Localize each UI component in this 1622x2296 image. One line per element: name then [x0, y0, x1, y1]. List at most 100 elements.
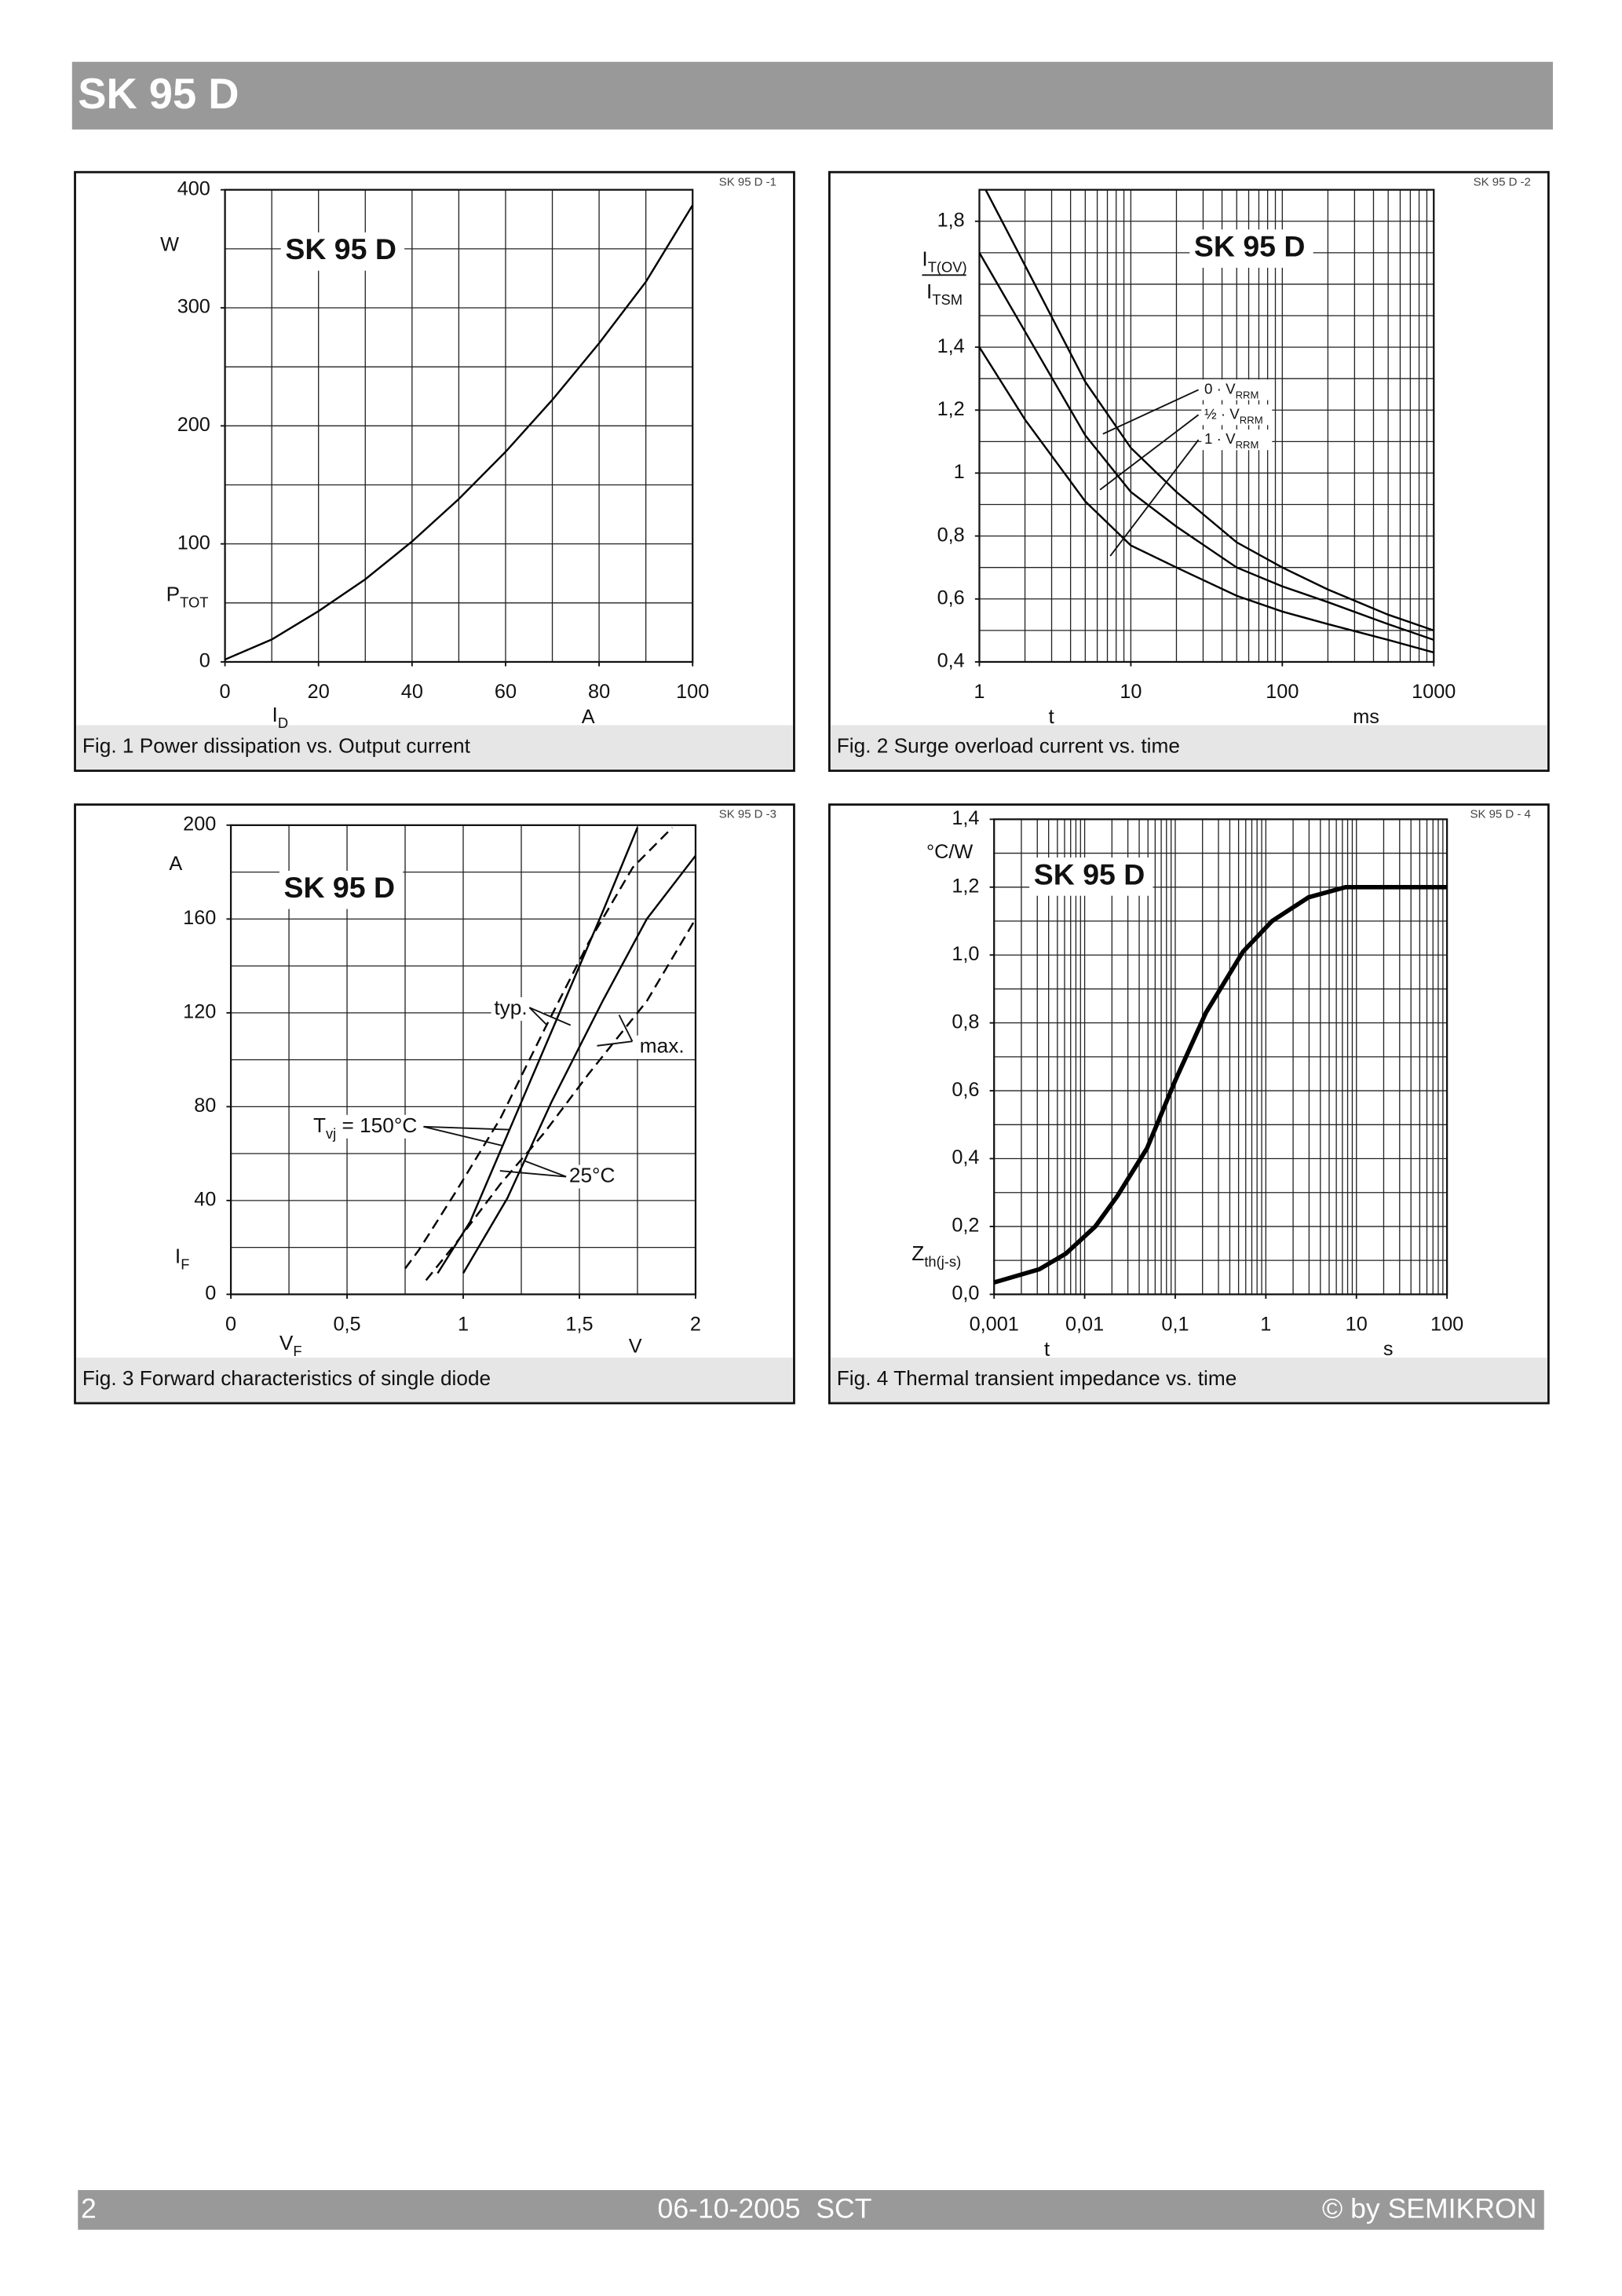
figure-frame [74, 170, 795, 772]
series-line [978, 346, 1434, 654]
legend-entry: ½ · VRRM [1204, 405, 1263, 426]
x-tick-label: 0 [225, 1313, 236, 1335]
annotation-part: typ. [494, 996, 527, 1019]
y-tick-label: 80 [194, 1095, 216, 1117]
x-label-sub: F [293, 1343, 301, 1359]
annotation: Tvj = 150°C [313, 1113, 417, 1142]
caption-band [76, 1357, 793, 1402]
legend-entry: 0 · VRRM [1204, 380, 1259, 400]
x-tick-label: 0,01 [1065, 1313, 1104, 1335]
x-label-part: t [1044, 1336, 1050, 1360]
y-tick-label: 1,2 [952, 875, 979, 897]
x-tick-label: 0,5 [333, 1313, 360, 1335]
legend-entry-part: 1 · V [1204, 430, 1236, 447]
x-label-sub: D [278, 715, 288, 732]
y-tick-label: 1 [954, 461, 965, 483]
caption-band [831, 725, 1547, 770]
legend-entry-sub: RRM [1236, 439, 1259, 451]
annotation-leader [423, 1125, 503, 1147]
legend-entry-sub: RRM [1240, 414, 1263, 426]
annotation-backdrop [566, 1164, 619, 1189]
y-label: IF [175, 1244, 190, 1272]
title-backdrop [280, 232, 405, 271]
x-tick-label: 100 [1266, 681, 1299, 703]
annotation-leader [523, 1160, 567, 1178]
figure-title: SK 95 D [285, 232, 396, 265]
annotation-backdrop [491, 997, 545, 1021]
series-line [978, 252, 1434, 642]
label-backdrop [162, 580, 209, 611]
plot-border [978, 188, 1435, 664]
y-tick-label: 0,2 [952, 1215, 979, 1237]
legend-backdrop [1201, 379, 1273, 400]
y-tick-label: 1,0 [952, 943, 979, 965]
x-unit: ms [1353, 706, 1379, 728]
y-tick-label: 0 [205, 1282, 216, 1304]
figure-code: SK 95 D -2 [1474, 175, 1531, 188]
title-backdrop [1189, 229, 1313, 268]
footer-bar [78, 2190, 1544, 2230]
y-tick-label: 1,8 [937, 209, 965, 231]
x-tick-label: 0,1 [1161, 1313, 1189, 1335]
series-line [225, 204, 694, 661]
y-tick-label: 1,4 [937, 335, 965, 357]
y-tick-label: 1,2 [937, 398, 965, 420]
y-tick-label: 0,4 [952, 1146, 979, 1168]
legend-entry-part: ½ · V [1204, 405, 1240, 422]
y-label-sub: TOT [180, 594, 208, 611]
x-label-part: t [1049, 704, 1055, 728]
y-tick-label: 0,0 [952, 1282, 979, 1304]
y-tick-label: 0,8 [937, 524, 965, 546]
figure-code: SK 95 D -3 [719, 808, 776, 821]
y-label-sub: th(j-s) [924, 1253, 961, 1270]
x-tick-label: 0,001 [970, 1313, 1019, 1335]
figure-frame [74, 803, 795, 1405]
y-label-denominator: ITSM [926, 280, 963, 308]
y-label-part: Z [911, 1241, 924, 1265]
y-tick-label: 120 [183, 1001, 216, 1023]
legend-entry-sub: RRM [1236, 389, 1259, 400]
x-unit: V [629, 1335, 642, 1357]
header-bar [71, 61, 1553, 130]
x-tick-label: 20 [308, 681, 330, 703]
header-title: SK 95 D [78, 70, 239, 118]
y-tick-label: 160 [183, 907, 216, 929]
x-tick-label: 100 [1430, 1313, 1463, 1335]
y-label-denominator-part: I [926, 280, 932, 303]
series-line [404, 827, 674, 1270]
y-tick-label: 200 [177, 414, 210, 436]
x-unit: s [1383, 1338, 1394, 1360]
annotation-backdrop [310, 1114, 422, 1139]
caption-band [831, 1357, 1547, 1402]
figure-caption: Fig. 2 Surge overload current vs. time [837, 734, 1180, 758]
annotation-leader [528, 1007, 572, 1026]
y-tick-label: 0,6 [952, 1079, 979, 1101]
x-label: ID [272, 703, 289, 731]
footer-date: 06-10-2005 SCT [658, 2193, 872, 2225]
series-line [425, 918, 697, 1281]
figure-code: SK 95 D -1 [719, 175, 776, 188]
x-tick-label: 10 [1346, 1313, 1368, 1335]
x-tick-label: 2 [690, 1313, 701, 1335]
annotation-backdrop [637, 1035, 690, 1059]
legend-entry: 1 · VRRM [1204, 430, 1259, 451]
y-tick-label: 400 [177, 177, 210, 199]
y-unit: W [160, 234, 179, 256]
x-label: t [1049, 704, 1055, 728]
x-tick-label: 1,5 [565, 1313, 593, 1335]
legend-leader [1099, 414, 1200, 491]
y-label-part: P [166, 583, 181, 606]
footer-page: 2 [81, 2193, 97, 2225]
figure-title: SK 95 D [1034, 857, 1145, 890]
x-label-part: I [272, 703, 278, 726]
annotation-part: T [313, 1113, 326, 1137]
x-tick-label: 80 [588, 681, 610, 703]
title-backdrop [279, 870, 404, 909]
y-tick-label: 0 [199, 650, 210, 672]
y-tick-label: 100 [177, 532, 210, 554]
legend-leader [1109, 439, 1200, 557]
y-label-part: I [922, 247, 927, 271]
annotation-leader [528, 1007, 548, 1026]
